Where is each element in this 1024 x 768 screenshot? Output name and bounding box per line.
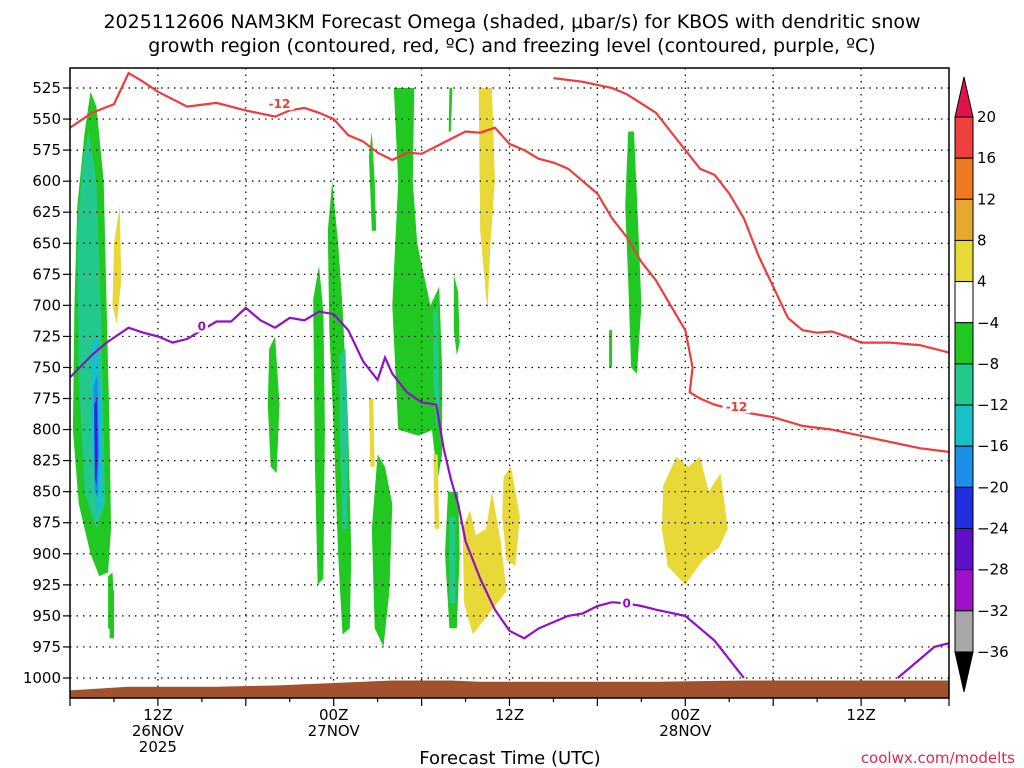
colorbar-label: −28	[977, 561, 1009, 579]
y-tick-label: 1000	[23, 669, 61, 687]
omega-region-neg4	[267, 336, 280, 474]
x-tick-label: 27NOV	[308, 722, 361, 740]
colorbar-legend: 20 16 12 8 4 −4 −8 −12 −16 −20 −24 −28 −32 −36	[954, 76, 1009, 693]
y-tick-label: 925	[32, 576, 61, 594]
y-tick-label: 775	[32, 390, 61, 408]
colorbar-segment	[954, 198, 974, 241]
omega-region-neg4	[109, 584, 114, 639]
dendritic-contour-label: -12	[726, 400, 748, 414]
y-tick-label: 650	[32, 234, 61, 252]
omega-region-pos4	[368, 398, 375, 467]
omega-region-neg8	[339, 348, 349, 529]
x-tick-label: 12Z	[143, 706, 172, 724]
colorbar-segment	[954, 445, 974, 488]
omega-region-neg4	[625, 131, 642, 374]
plot-terrain-layer	[70, 680, 949, 698]
y-tick-label: 875	[32, 514, 61, 532]
omega-region-neg4	[448, 88, 453, 132]
y-tick-label: 800	[32, 421, 61, 439]
colorbar-bottom-triangle	[954, 651, 974, 693]
x-axis-title: Forecast Time (UTC)	[419, 748, 600, 768]
y-tick-label: 750	[32, 358, 61, 376]
omega-region-neg8	[449, 516, 456, 604]
y-axis: 525 550 575 600 625 650 675 700 725 750 775 800 825 8…	[23, 79, 70, 687]
colorbar-segment	[954, 239, 974, 283]
dendritic-contour-line	[70, 71, 949, 453]
colorbar-label: −8	[977, 355, 999, 373]
y-tick-label: 675	[32, 265, 61, 283]
colorbar-label: −16	[977, 437, 1009, 455]
plot-grid-layer	[70, 68, 949, 698]
x-tick-label: 26NOV	[132, 722, 185, 740]
colorbar-label: 8	[977, 231, 987, 249]
x-tick-label: 12Z	[495, 706, 524, 724]
dendritic-contour-line	[553, 77, 949, 354]
colorbar-label: −12	[977, 396, 1009, 414]
colorbar-segment	[954, 569, 974, 612]
colorbar-segment	[954, 363, 974, 406]
x-tick-label: 2025	[139, 738, 177, 756]
plot-fill-layer	[72, 88, 728, 647]
colorbar-segment	[954, 486, 974, 530]
colorbar-segment	[954, 528, 974, 571]
colorbar-label: 4	[977, 273, 987, 291]
colorbar-label: −4	[977, 314, 999, 332]
x-tick-label: 00Z	[671, 706, 700, 724]
omega-region-neg4	[313, 265, 325, 585]
y-tick-label: 975	[32, 638, 61, 656]
y-tick-label: 575	[32, 141, 61, 159]
freezing-level-contour-2	[896, 642, 949, 679]
x-tick-label: 00Z	[319, 706, 348, 724]
credit-text[interactable]: coolwx.com/modelts	[861, 749, 1015, 767]
omega-region-neg4	[371, 454, 393, 647]
colorbar-label: −20	[977, 478, 1009, 496]
y-tick-label: 700	[32, 296, 61, 314]
y-tick-label: 550	[32, 110, 61, 128]
y-tick-label: 725	[32, 327, 61, 345]
freezing-contour-label: 0	[198, 319, 206, 333]
omega-region-neg4	[609, 330, 613, 368]
chart-title-line-1: 2025112606 NAM3KM Forecast Omega (shaded…	[103, 11, 920, 33]
colorbar-label: 20	[977, 108, 996, 126]
dendritic-contour-label: -12	[269, 97, 291, 111]
omega-region-pos4	[478, 88, 495, 312]
omega-region-neg4	[368, 131, 377, 231]
omega-region-pos4	[112, 206, 122, 324]
omega-region-neg4	[392, 88, 434, 436]
omega-region-pos4	[433, 454, 440, 529]
colorbar-label: −32	[977, 602, 1009, 620]
colorbar-segment	[954, 610, 974, 653]
terrain-surface	[70, 680, 949, 698]
colorbar-label: 16	[977, 149, 996, 167]
y-tick-label: 600	[32, 172, 61, 190]
colorbar-segment	[954, 116, 974, 159]
omega-region-neg4	[453, 274, 460, 356]
freezing-contour-label: 0	[623, 596, 631, 610]
colorbar-segment	[954, 281, 974, 324]
omega-region-pos4	[462, 491, 507, 635]
colorbar-segment	[954, 157, 974, 200]
y-tick-label: 625	[32, 203, 61, 221]
omega-region-pos4	[661, 456, 728, 585]
colorbar-label: −36	[977, 643, 1009, 661]
y-tick-label: 950	[32, 607, 61, 625]
colorbar-label: 12	[977, 190, 996, 208]
colorbar-segment	[954, 322, 974, 365]
omega-region-neg24	[95, 423, 97, 470]
colorbar-label: −24	[977, 520, 1009, 538]
colorbar-segment	[954, 404, 974, 447]
y-tick-label: 850	[32, 483, 61, 501]
x-tick-label: 28NOV	[659, 722, 712, 740]
y-tick-label: 900	[32, 545, 61, 563]
y-tick-label: 525	[32, 79, 61, 97]
x-tick-label: 12Z	[846, 706, 875, 724]
y-tick-label: 825	[32, 452, 61, 470]
chart-title-line-2: growth region (contoured, red, ºC) and f…	[148, 35, 875, 57]
plot-contour-layer: -12 -12 0 0	[70, 71, 949, 679]
